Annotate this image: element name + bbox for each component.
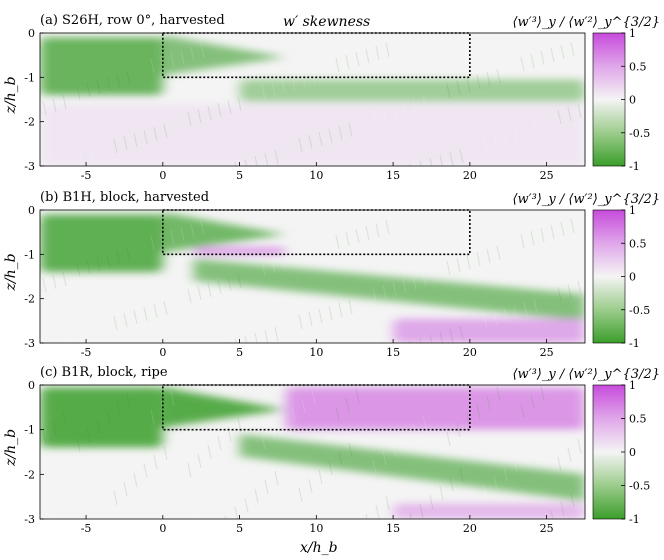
p2-colorbar-tick-label: -1 bbox=[629, 513, 640, 526]
p2-streak-texture bbox=[40, 385, 582, 519]
p0-xtick-label: 5 bbox=[236, 169, 243, 182]
panel-b: (b) B1H, block, harvested -5 0 5 10 15 20 250-… bbox=[3, 190, 660, 359]
p1-ytick-label: -1 bbox=[24, 248, 35, 261]
panel-a: (a) S26H, row 0°, harvested -5 0 5 10 15 20 25… bbox=[3, 13, 660, 182]
p2-colorbar bbox=[592, 384, 626, 520]
p0-region-lowered-band bbox=[239, 79, 585, 102]
p0-xtick-label: 15 bbox=[386, 169, 400, 182]
panel-a-title: (a) S26H, row 0°, harvested bbox=[40, 13, 225, 28]
p1-colorbar-tick-label: 1 bbox=[629, 204, 636, 217]
panel-b-title: (b) B1H, block, harvested bbox=[40, 190, 209, 205]
p1-colorbar-tick-label: 0 bbox=[629, 271, 636, 284]
p2-xtick-label: 0 bbox=[159, 522, 166, 535]
p2-colorbar-tick-label: 1 bbox=[629, 379, 636, 392]
p0-ytick-label: -3 bbox=[24, 160, 35, 173]
p2-colorbar-tick-label: 0.5 bbox=[629, 413, 647, 426]
p0-y-axis-label: z/h_b bbox=[3, 76, 19, 114]
p2-region-lower-positive bbox=[393, 503, 585, 519]
p2-xtick-label: -5 bbox=[81, 522, 92, 535]
p2-xtick-label: 15 bbox=[386, 522, 400, 535]
p1-colorbar-tick-label: 0.5 bbox=[629, 237, 647, 250]
p1-region-lower-right-region bbox=[393, 318, 585, 343]
panel-c: (c) B1R, block, ripe -5 0 5 10 15 20 250-1-2-3… bbox=[3, 365, 660, 535]
p2-xtick-label: 25 bbox=[540, 522, 554, 535]
p1-xtick-label: 5 bbox=[236, 346, 243, 359]
p0-xtick-label: -5 bbox=[81, 169, 92, 182]
p2-ytick-label: -3 bbox=[24, 513, 35, 526]
p0-colorbar-tick-label: -0.5 bbox=[629, 127, 650, 140]
panel-c-title: (c) B1R, block, ripe bbox=[40, 365, 168, 380]
p1-xtick-label: 10 bbox=[309, 346, 323, 359]
p0-frame bbox=[39, 32, 586, 167]
p1-y-axis-label: z/h_b bbox=[3, 253, 19, 291]
p1-colorbar bbox=[592, 209, 626, 344]
p1-colorbar-label: ⟨w′³⟩_y / ⟨w′²⟩_y^{3/2} bbox=[512, 192, 660, 207]
p0-colorbar-tick-label: 0.5 bbox=[629, 60, 647, 73]
p0-region-lower-flow bbox=[40, 103, 585, 166]
p1-colorbar-tick-label: -0.5 bbox=[629, 304, 650, 317]
p1-xtick-label: 25 bbox=[540, 346, 554, 359]
p1-frame bbox=[39, 209, 586, 344]
p0-colorbar-tick-label: 1 bbox=[629, 27, 636, 40]
p2-xtick-label: 10 bbox=[309, 522, 323, 535]
p1-xtick-label: -5 bbox=[81, 346, 92, 359]
p2-ytick-label: -1 bbox=[24, 424, 35, 437]
p0-xtick-label: 25 bbox=[540, 169, 554, 182]
p0-ytick-label: -2 bbox=[24, 116, 35, 129]
p0-xtick-label: 10 bbox=[309, 169, 323, 182]
x-axis-label: x/h_b bbox=[300, 540, 338, 556]
p2-frame bbox=[39, 384, 586, 520]
p0-ytick-label: 0 bbox=[28, 27, 35, 40]
p0-colorbar-label: ⟨w′³⟩_y / ⟨w′²⟩_y^{3/2} bbox=[512, 15, 660, 30]
p0-colorbar-tick-label: -1 bbox=[629, 160, 640, 173]
p2-ytick-label: -2 bbox=[24, 468, 35, 481]
p1-xtick-label: 15 bbox=[386, 346, 400, 359]
p1-colorbar-tick-label: -1 bbox=[629, 337, 640, 350]
p0-streak-texture bbox=[40, 33, 582, 166]
p0-region-shear-layer-wedge bbox=[162, 35, 286, 76]
p0-region-upstream-band bbox=[40, 37, 163, 96]
p2-colorbar-tick-label: -0.5 bbox=[629, 480, 650, 493]
p1-region-canopy-base-strip bbox=[193, 247, 286, 255]
p2-y-axis-label: z/h_b bbox=[3, 429, 19, 467]
p1-region-descending-band bbox=[193, 258, 585, 321]
p0-colorbar-tick-label: 0 bbox=[629, 94, 636, 107]
p2-region-upstream-band bbox=[40, 387, 163, 448]
p0-ytick-label: -1 bbox=[24, 71, 35, 84]
p0-colorbar bbox=[592, 32, 626, 167]
figure-title: w′ skewness bbox=[283, 14, 370, 30]
p0-xtick-label: 0 bbox=[159, 169, 166, 182]
p2-region-shear-layer-wedge bbox=[162, 387, 286, 428]
p2-region-in-canopy-positive bbox=[285, 387, 585, 430]
p1-xtick-label: 0 bbox=[159, 346, 166, 359]
p2-ytick-label: 0 bbox=[28, 379, 35, 392]
p1-region-upstream-band bbox=[40, 214, 163, 273]
p2-region-descending-band bbox=[239, 434, 585, 502]
p2-colorbar-label: ⟨w′³⟩_y / ⟨w′²⟩_y^{3/2} bbox=[512, 367, 660, 382]
p1-ytick-label: 0 bbox=[28, 204, 35, 217]
p1-ytick-label: -3 bbox=[24, 337, 35, 350]
p1-streak-texture bbox=[40, 210, 582, 343]
p2-xtick-label: 20 bbox=[463, 522, 477, 535]
p1-region-shear-layer-wedge bbox=[162, 212, 286, 253]
p2-colorbar-tick-label: 0 bbox=[629, 446, 636, 459]
p1-ytick-label: -2 bbox=[24, 293, 35, 306]
p1-xtick-label: 20 bbox=[463, 346, 477, 359]
p2-xtick-label: 5 bbox=[236, 522, 243, 535]
p0-xtick-label: 20 bbox=[463, 169, 477, 182]
